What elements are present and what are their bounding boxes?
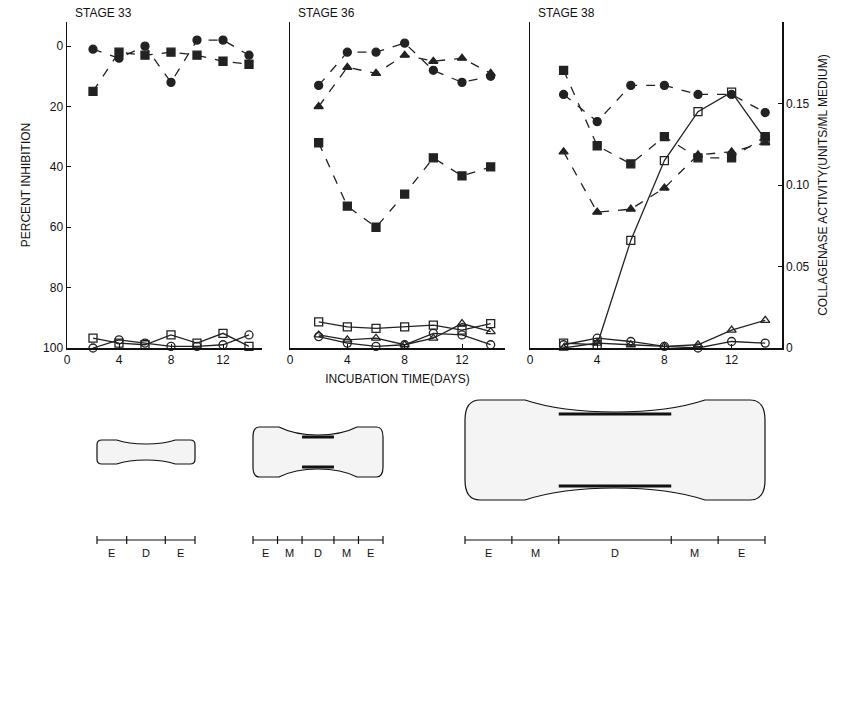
svg-text:E: E — [738, 547, 745, 559]
svg-text:E: E — [108, 547, 115, 559]
svg-text:100: 100 — [43, 341, 63, 355]
svg-text:8: 8 — [401, 353, 408, 367]
svg-text:E: E — [367, 547, 374, 559]
svg-text:M: M — [690, 547, 699, 559]
svg-text:60: 60 — [50, 220, 64, 234]
svg-text:M: M — [342, 547, 351, 559]
svg-text:4: 4 — [594, 353, 601, 367]
svg-text:0: 0 — [527, 353, 534, 367]
svg-text:8: 8 — [661, 353, 668, 367]
svg-text:20: 20 — [50, 100, 64, 114]
svg-text:D: D — [611, 547, 619, 559]
svg-text:PERCENT INHIBITION: PERCENT INHIBITION — [19, 123, 33, 247]
svg-text:STAGE 36: STAGE 36 — [298, 6, 355, 20]
svg-text:0.10: 0.10 — [786, 178, 810, 192]
svg-text:COLLAGENASE ACTIVITY(UNITS/ML: COLLAGENASE ACTIVITY(UNITS/ML MEDIUM) — [816, 54, 830, 316]
svg-text:E: E — [485, 547, 492, 559]
svg-text:E: E — [262, 547, 269, 559]
svg-text:8: 8 — [168, 353, 175, 367]
svg-text:STAGE 38: STAGE 38 — [538, 6, 595, 20]
svg-text:E: E — [177, 547, 184, 559]
svg-text:0.15: 0.15 — [786, 97, 810, 111]
svg-text:4: 4 — [116, 353, 123, 367]
svg-text:D: D — [142, 547, 150, 559]
svg-text:STAGE 33: STAGE 33 — [75, 6, 132, 20]
svg-text:4: 4 — [344, 353, 351, 367]
svg-text:INCUBATION TIME(DAYS): INCUBATION TIME(DAYS) — [325, 372, 470, 386]
svg-text:0.05: 0.05 — [786, 260, 810, 274]
svg-text:M: M — [285, 547, 294, 559]
svg-text:12: 12 — [725, 353, 739, 367]
svg-text:12: 12 — [216, 353, 230, 367]
svg-text:0: 0 — [287, 353, 294, 367]
svg-text:0: 0 — [56, 39, 63, 53]
svg-text:0: 0 — [786, 341, 793, 355]
svg-text:M: M — [531, 547, 540, 559]
svg-text:12: 12 — [455, 353, 469, 367]
svg-text:80: 80 — [50, 281, 64, 295]
svg-text:40: 40 — [50, 160, 64, 174]
svg-text:D: D — [314, 547, 322, 559]
svg-text:0: 0 — [64, 353, 71, 367]
